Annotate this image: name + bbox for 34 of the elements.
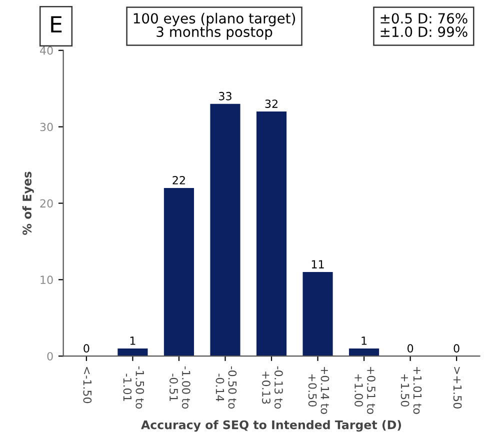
bar: [256, 112, 287, 356]
data-label: 22: [172, 176, 185, 184]
data-label: 0: [407, 344, 414, 353]
data-label: 0: [454, 344, 460, 353]
data-label: 1: [362, 336, 367, 345]
data-label: 0: [84, 344, 90, 353]
text: 100 eyes (plano target) 3 months postop: [134, 12, 296, 40]
data-label: 1: [130, 336, 136, 345]
x-tick-label: +1.01 to +1.50: [400, 366, 422, 414]
x-tick-label: -1.50 to -1.01: [123, 366, 144, 409]
bar: [302, 272, 333, 356]
x-tick-label: -1.00 to -0.51: [170, 366, 190, 409]
x-tick-label: -0.13 to +0.13: [262, 366, 283, 409]
y-tick-label: 10: [40, 276, 53, 284]
x-tick-label: +0.51 to +1.00: [354, 366, 376, 414]
y-tick-label: 30: [40, 122, 53, 132]
x-tick-label: >+1.50: [453, 366, 462, 408]
x-tick-label: -0.50 to -0.14: [216, 366, 237, 409]
x-axis-title: Accuracy of SEQ to Intended Target (D): [141, 420, 402, 432]
y-tick-label: 0: [47, 352, 53, 360]
bar: [348, 348, 380, 356]
bar: [118, 348, 148, 356]
text: ±0.5 D: 76% ±1.0 D: 99%: [380, 13, 468, 38]
data-label: 32: [265, 100, 278, 108]
text: E: [51, 16, 62, 32]
bar: [210, 104, 240, 356]
y-axis-title: % of Eyes: [22, 172, 34, 235]
x-tick-label: +0.14 to +0.50: [308, 366, 330, 414]
data-label: 11: [312, 260, 324, 268]
x-tick-label: <-1.50: [83, 366, 92, 404]
y-tick-label: 20: [40, 199, 53, 208]
data-label: 33: [219, 92, 232, 100]
bar: [164, 188, 194, 356]
y-tick-label: 40: [40, 46, 53, 55]
